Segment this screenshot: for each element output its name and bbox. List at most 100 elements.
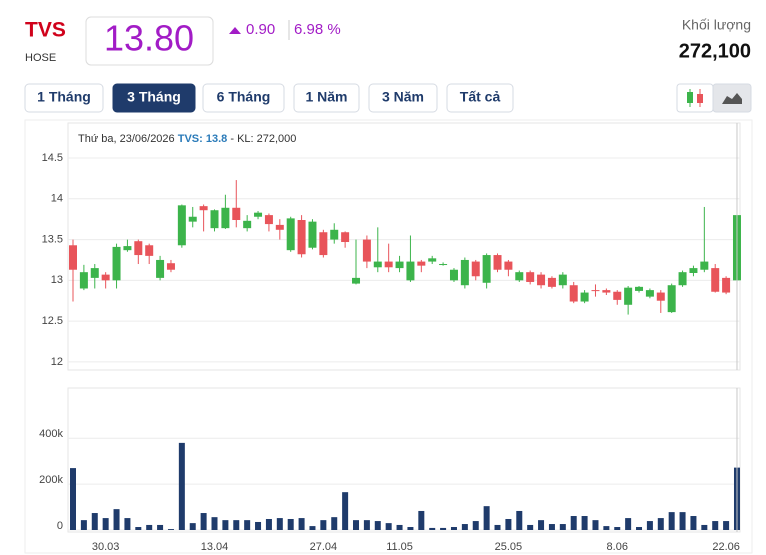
volume-bar: [102, 518, 109, 530]
button-bg: [202, 83, 285, 113]
period-button[interactable]: 3 Tháng: [112, 83, 196, 113]
candle-body: [656, 292, 665, 301]
candle-body: [275, 224, 284, 230]
candle-body: [504, 261, 513, 270]
volume-bar: [244, 520, 251, 530]
period-button[interactable]: 1 Năm: [293, 83, 360, 113]
candle-body: [417, 261, 426, 266]
candle-body: [221, 207, 230, 229]
candle-body: [112, 246, 121, 281]
volume-bar: [679, 512, 686, 530]
volume-bar: [440, 527, 447, 530]
candle-body: [395, 261, 404, 269]
candle-body: [362, 239, 371, 262]
card: [24, 119, 753, 554]
volume-bar: [374, 521, 381, 530]
volume-bar: [298, 518, 305, 530]
y-tick-label: 12: [51, 356, 63, 368]
candle-body: [166, 263, 175, 270]
volume-bar: [494, 524, 501, 530]
candle-body: [373, 261, 382, 268]
candle-button[interactable]: [676, 83, 714, 113]
volume-bar: [581, 516, 588, 530]
candle-body: [308, 221, 317, 248]
period-button[interactable]: 6 Tháng: [202, 83, 285, 113]
candle-body: [286, 218, 295, 251]
button-label: Tất cả: [460, 89, 501, 105]
candle-body: [69, 245, 77, 270]
volume-bar: [516, 510, 523, 530]
candle-body: [406, 261, 415, 281]
candle-body: [689, 268, 698, 273]
y-tick-label: 13: [51, 274, 63, 286]
candle-body: [90, 268, 99, 278]
candle-body: [667, 285, 676, 313]
candle-body: [352, 277, 361, 284]
volume-label: Khối lượng: [682, 17, 751, 33]
volume-bar: [712, 521, 719, 530]
candle-body: [580, 292, 589, 302]
volume-bar: [723, 521, 730, 530]
tooltip-price: 13.8: [206, 133, 227, 145]
candle-body: [384, 261, 393, 268]
volume-bar: [625, 518, 632, 530]
area-button[interactable]: [712, 83, 752, 113]
candle-body: [537, 274, 546, 286]
button-bg: [112, 83, 196, 113]
y-tick-label: 14.5: [42, 152, 63, 164]
candle-body: [177, 205, 186, 246]
candle-body: [101, 274, 110, 281]
candle-body: [635, 286, 644, 291]
candle-body: [645, 290, 654, 297]
candle-body: [341, 232, 350, 243]
icon: [687, 92, 693, 103]
y-tick-label: 0: [57, 520, 63, 532]
volume-bar: [461, 524, 468, 530]
candle-body: [482, 255, 491, 283]
candle-body: [602, 290, 611, 293]
candle-body: [243, 220, 252, 229]
ticker: TVS: [25, 19, 66, 42]
button-bg: [446, 83, 514, 113]
exchange: HOSE: [25, 52, 56, 64]
y-tick-label: 200k: [39, 474, 63, 486]
candle-body: [254, 212, 263, 217]
candle-body: [156, 259, 165, 278]
candle-body: [79, 272, 88, 289]
volume-panel: [67, 387, 741, 533]
volume-bar: [668, 512, 675, 530]
x-tick-label: 13.04: [201, 541, 229, 553]
candle-body: [188, 216, 197, 222]
volume-bar: [124, 518, 131, 530]
volume-bar: [603, 526, 610, 530]
volume-bar: [80, 520, 87, 530]
volume-bar: [222, 520, 229, 530]
period-button[interactable]: 1 Tháng: [24, 83, 104, 113]
period-buttons: 1 Tháng 3 Tháng 6 Tháng 1 Năm 3 Năm Tất cả: [24, 83, 514, 113]
button-label: 3 Năm: [382, 89, 424, 105]
period-button[interactable]: 3 Năm: [368, 83, 438, 113]
period-button[interactable]: Tất cả: [446, 83, 514, 113]
button-bg: [368, 83, 438, 113]
candle-body: [123, 246, 132, 251]
candle-body: [700, 261, 709, 270]
volume-bar: [396, 524, 403, 530]
button-bg: [24, 83, 104, 113]
volume-bar: [353, 520, 360, 530]
candle-body: [591, 290, 600, 292]
change-pct: 6.98 %: [294, 21, 341, 38]
candle-body: [711, 268, 720, 292]
candle-body: [722, 277, 731, 293]
volume-bar: [450, 527, 457, 530]
candle-body: [678, 272, 687, 286]
volume-bar: [211, 517, 218, 530]
volume-bar: [690, 516, 697, 530]
candle-body: [449, 269, 458, 281]
volume-bar: [657, 518, 664, 530]
price-box: [85, 16, 214, 66]
candle-body: [624, 287, 633, 305]
volume-bar: [636, 527, 643, 530]
volume-bar: [233, 520, 240, 530]
icon: [697, 94, 703, 103]
